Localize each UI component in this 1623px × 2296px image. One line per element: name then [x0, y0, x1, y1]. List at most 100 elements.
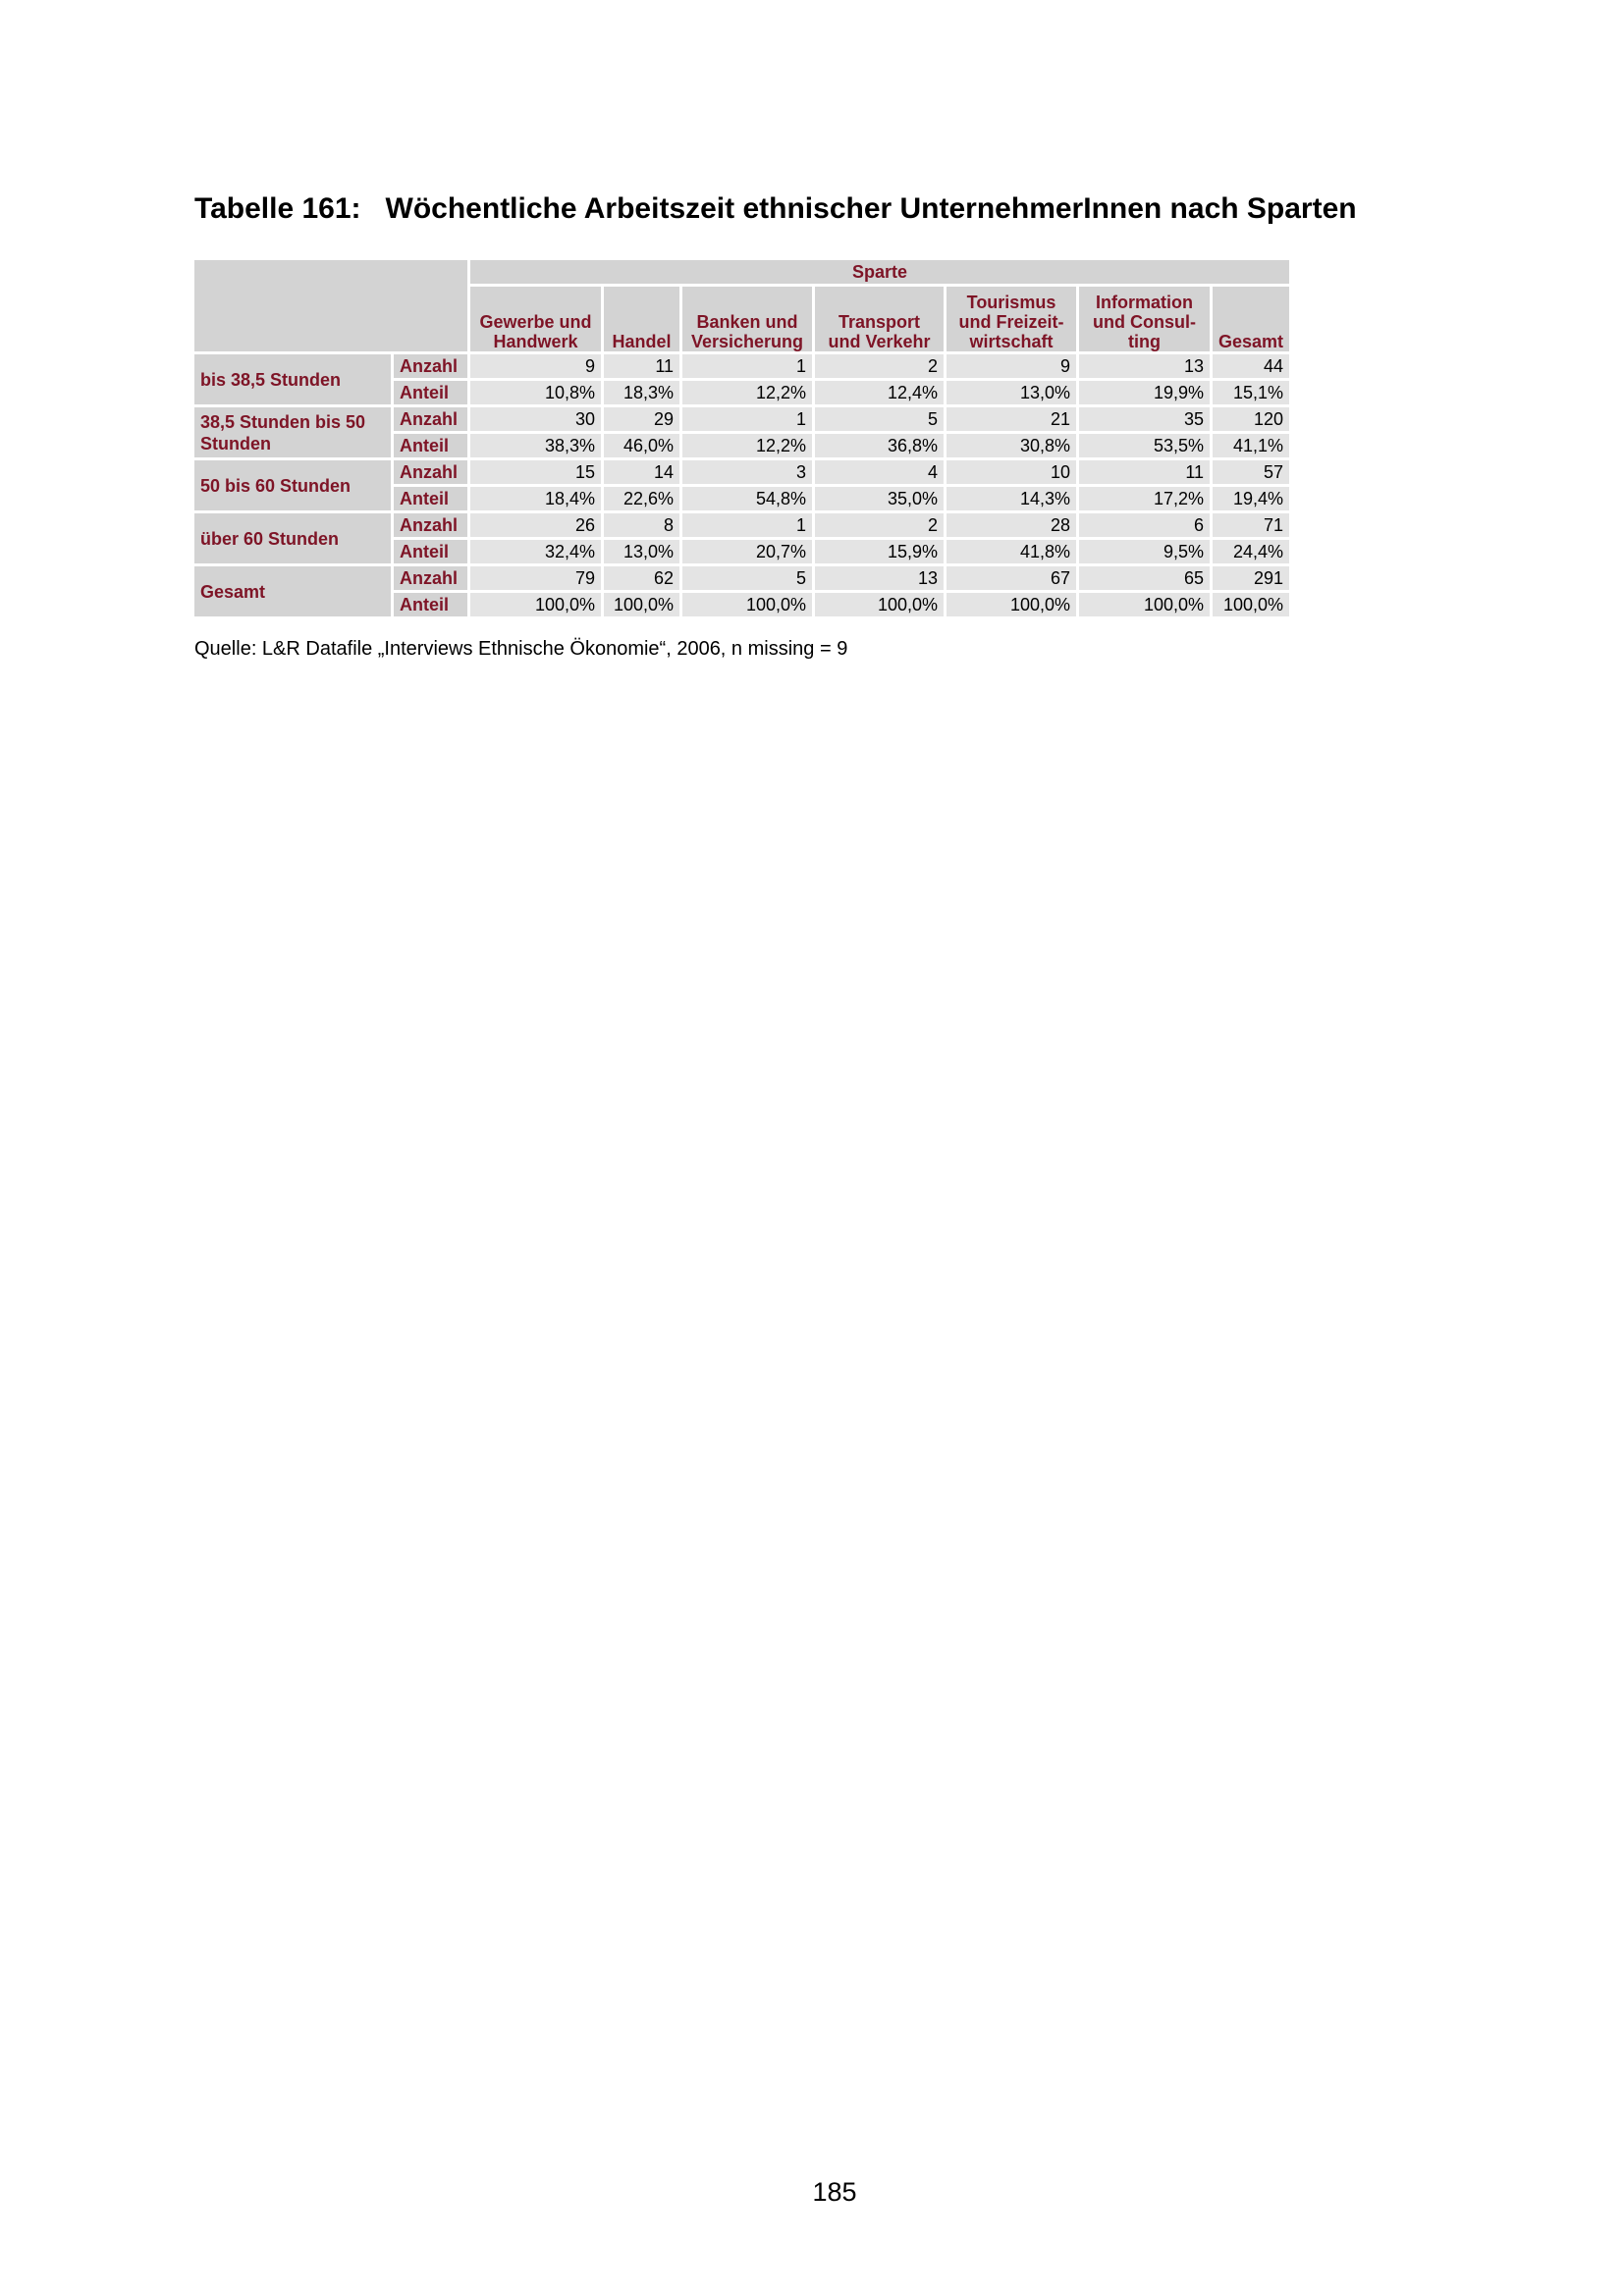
row-kind-label: Anzahl — [394, 407, 467, 431]
table-cell: 100,0% — [815, 593, 944, 616]
table-cell: 10 — [947, 460, 1076, 484]
table-cell: 57 — [1213, 460, 1290, 484]
column-header: Tourismus und Freizeit-wirtschaft — [947, 287, 1076, 351]
table-cell: 35 — [1079, 407, 1210, 431]
table-cell: 36,8% — [815, 434, 944, 457]
column-header: Gesamt — [1213, 287, 1290, 351]
table-cell: 3 — [682, 460, 812, 484]
table-cell: 4 — [815, 460, 944, 484]
row-group-label: über 60 Stunden — [194, 513, 391, 563]
table-cell: 100,0% — [470, 593, 601, 616]
table-cell: 65 — [1079, 566, 1210, 590]
source-note: Quelle: L&R Datafile „Interviews Ethnisc… — [194, 638, 848, 660]
table-cell: 120 — [1213, 407, 1290, 431]
table-cell: 46,0% — [604, 434, 679, 457]
table-cell: 19,9% — [1079, 381, 1210, 404]
table-row: 38,5 Stunden bis 50 Stunden Anzahl 30 29 1 5 2… — [194, 407, 1290, 457]
table-cell: 35,0% — [815, 487, 944, 510]
table-cell: 22,6% — [604, 487, 679, 510]
table-cell: 2 — [815, 354, 944, 378]
table-cell: 12,4% — [815, 381, 944, 404]
table-cell: 30,8% — [947, 434, 1076, 457]
column-header: Transport und Verkehr — [815, 287, 944, 351]
table-cell: 29 — [604, 407, 679, 431]
table-cell: 13 — [1079, 354, 1210, 378]
table-cell: 53,5% — [1079, 434, 1210, 457]
row-group-label: 50 bis 60 Stunden — [194, 460, 391, 510]
table-cell: 9,5% — [1079, 540, 1210, 563]
table-cell: 11 — [604, 354, 679, 378]
table-cell: 291 — [1213, 566, 1290, 590]
table-cell: 41,1% — [1213, 434, 1290, 457]
row-kind-label: Anzahl — [394, 354, 467, 378]
row-group-label: Gesamt — [194, 566, 391, 616]
column-header: Information und Consul-ting — [1079, 287, 1210, 351]
table-row: Anteil 18,4% 22,6% 54,8% 35,0% 14,3% 17,2% 19,4… — [194, 487, 1290, 510]
table-cell: 18,3% — [604, 381, 679, 404]
table-cell: 19,4% — [1213, 487, 1290, 510]
table-body: bis 38,5 Stunden Anzahl 9 11 1 2 9 13 44 Anteil 10… — [194, 354, 1290, 616]
data-table: Sparte Gewerbe und Handwerk Handel Banken … — [191, 257, 1292, 619]
table-cell: 5 — [815, 407, 944, 431]
row-kind-label: Anzahl — [394, 460, 467, 484]
table-cell: 8 — [604, 513, 679, 537]
table-cell: 10,8% — [470, 381, 601, 404]
table-cell: 14 — [604, 460, 679, 484]
table-cell: 100,0% — [604, 593, 679, 616]
table-cell: 100,0% — [1079, 593, 1210, 616]
row-kind-label: Anzahl — [394, 513, 467, 537]
table-cell: 15,1% — [1213, 381, 1290, 404]
row-kind-label: Anteil — [394, 593, 467, 616]
row-kind-label: Anzahl — [394, 566, 467, 590]
table-row: Anteil 100,0% 100,0% 100,0% 100,0% 100,0% 100,… — [194, 593, 1290, 616]
table-cell: 11 — [1079, 460, 1210, 484]
table-cell: 13 — [815, 566, 944, 590]
table-cell: 44 — [1213, 354, 1290, 378]
table-row: Gesamt Anzahl 79 62 5 13 67 65 291 — [194, 566, 1290, 616]
row-kind-label: Anteil — [394, 434, 467, 457]
table-cell: 41,8% — [947, 540, 1076, 563]
table-cell: 12,2% — [682, 434, 812, 457]
group-header-row: Sparte — [194, 260, 1290, 351]
table-row: 50 bis 60 Stunden Anzahl 15 14 3 4 10 11 57 — [194, 460, 1290, 510]
column-header: Banken und Versicherung — [682, 287, 812, 351]
table-cell: 20,7% — [682, 540, 812, 563]
table-row: über 60 Stunden Anzahl 26 8 1 2 28 6 71 — [194, 513, 1290, 563]
table-row: Anteil 38,3% 46,0% 12,2% 36,8% 30,8% 53,5% 41,1… — [194, 434, 1290, 457]
table-cell: 21 — [947, 407, 1076, 431]
table-cell: 6 — [1079, 513, 1210, 537]
table-cell: 38,3% — [470, 434, 601, 457]
row-kind-label: Anteil — [394, 381, 467, 404]
row-kind-label: Anteil — [394, 487, 467, 510]
row-kind-label: Anteil — [394, 540, 467, 563]
table-row: Anteil 32,4% 13,0% 20,7% 15,9% 41,8% 9,5% 24,4% — [194, 540, 1290, 563]
page-number: 185 — [812, 2177, 857, 2207]
table-cell: 15,9% — [815, 540, 944, 563]
row-group-label: bis 38,5 Stunden — [194, 354, 391, 404]
table-cell: 100,0% — [1213, 593, 1290, 616]
table-cell: 67 — [947, 566, 1076, 590]
table-cell: 12,2% — [682, 381, 812, 404]
table-cell: 18,4% — [470, 487, 601, 510]
table-row: bis 38,5 Stunden Anzahl 9 11 1 2 9 13 44 — [194, 354, 1290, 404]
table-cell: 32,4% — [470, 540, 601, 563]
table-cell: 1 — [682, 513, 812, 537]
column-header: Gewerbe und Handwerk — [470, 287, 601, 351]
table-cell: 100,0% — [947, 593, 1076, 616]
table-cell: 9 — [947, 354, 1076, 378]
table-cell: 13,0% — [604, 540, 679, 563]
column-header-row: Gewerbe und Handwerk Handel Banken und Ver… — [194, 287, 1290, 351]
table-cell: 71 — [1213, 513, 1290, 537]
table-cell: 9 — [470, 354, 601, 378]
table-title: Tabelle 161: Wöchentliche Arbeitszeit et… — [194, 192, 1357, 225]
table-cell: 2 — [815, 513, 944, 537]
table-cell: 62 — [604, 566, 679, 590]
table-cell: 79 — [470, 566, 601, 590]
table-cell: 28 — [947, 513, 1076, 537]
table-row: Anteil 10,8% 18,3% 12,2% 12,4% 13,0% 19,9% 15,1… — [194, 381, 1290, 404]
table-cell: 24,4% — [1213, 540, 1290, 563]
table-cell: 1 — [682, 354, 812, 378]
table-cell: 15 — [470, 460, 601, 484]
table-cell: 13,0% — [947, 381, 1076, 404]
table-cell: 30 — [470, 407, 601, 431]
